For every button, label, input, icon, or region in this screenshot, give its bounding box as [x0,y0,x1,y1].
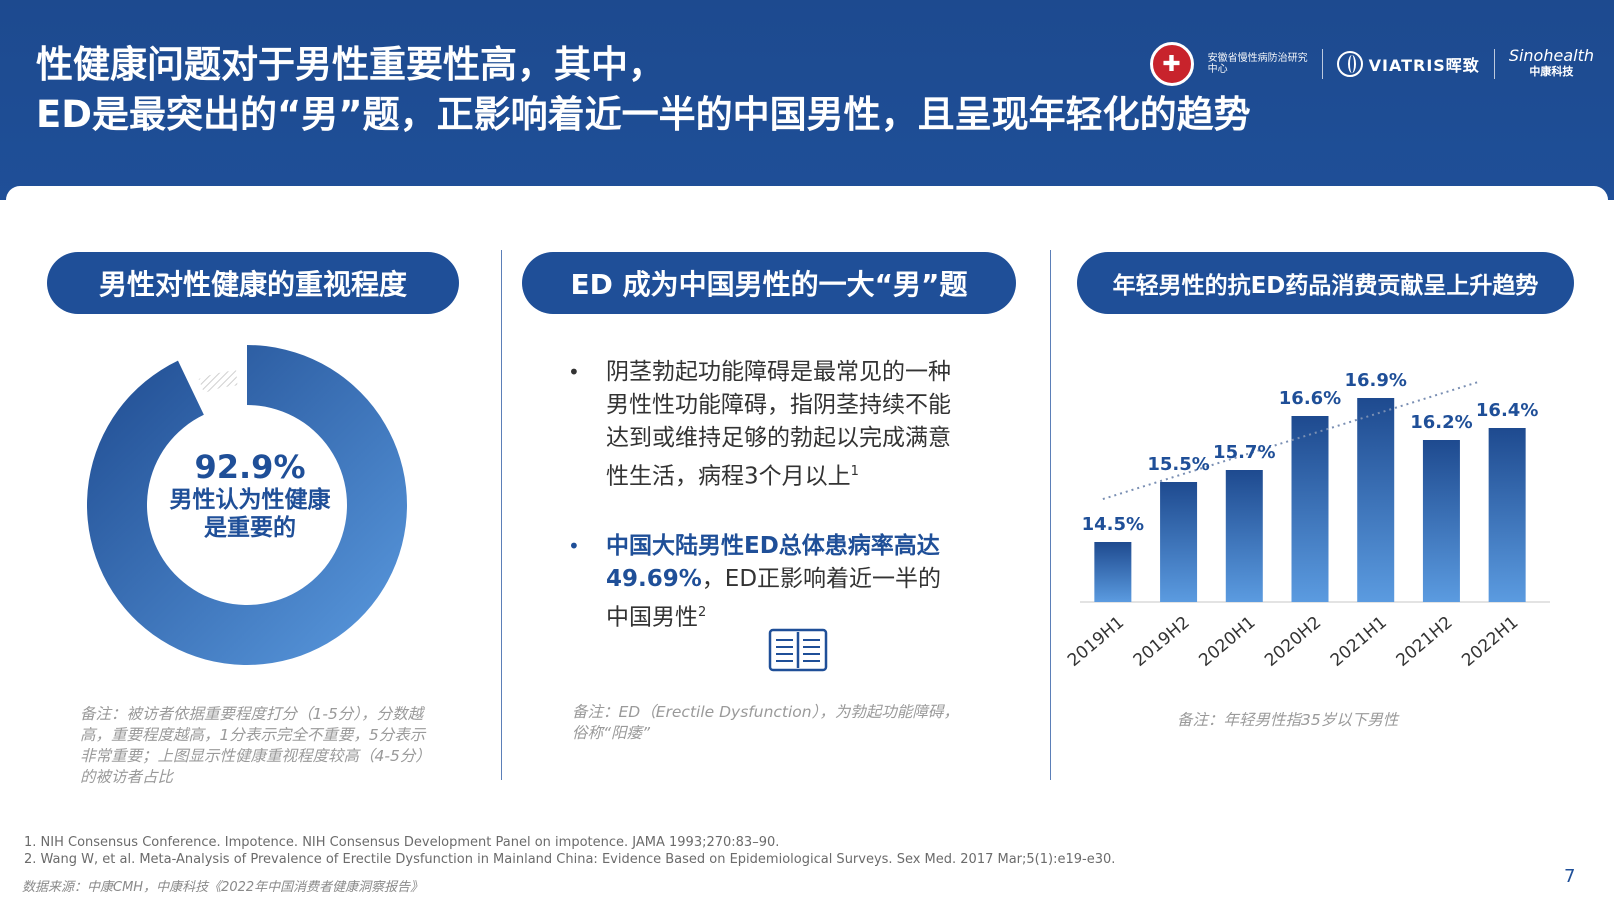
bar-2020H1 [1225,470,1263,602]
bullet-dot-icon: • [568,360,580,384]
section-pill-ed-issue: ED 成为中国男性的一大“男”题 [522,252,1016,314]
bar-2020H2 [1291,416,1329,602]
x-tick-2020H1: 2020H1 [1195,613,1259,671]
slide-title-line1: 性健康问题对于男性重要性高，其中， [36,43,665,86]
page-number: 7 [1564,866,1576,887]
bar-2021H2 [1422,440,1460,602]
bullet-ed-definition-text: 阴茎勃起功能障碍是最常见的一种男性性功能障碍，指阴茎持续不能达到或维持足够的勃起… [606,359,951,490]
reference-marker-2: 2 [698,604,707,620]
bullet-prevalence-highlight: 中国大陆男性ED总体患病率高达49.69% [606,532,940,592]
bar-2019H1 [1094,542,1132,602]
x-tick-2021H1: 2021H1 [1327,613,1391,671]
section-pill-young-trend: 年轻男性的抗ED药品消费贡献呈上升趋势 [1077,252,1574,314]
header-banner: 性健康问题对于男性重要性高，其中， ED是最突出的“男”题，正影响着近一半的中国… [0,0,1614,200]
importance-note: 备注：被访者依据重要程度打分（1-5分），分数越高，重要程度越高，1分表示完全不… [80,705,431,786]
young-men-note: 备注：年轻男性指35岁以下男性 [1177,711,1399,729]
bullet-ed-definition: • 阴茎勃起功能障碍是最常见的一种男性性功能障碍，指阴茎持续不能达到或维持足够的… [566,356,956,494]
sinohealth-logo-text: Sinohealth [1508,46,1594,65]
bar-2021H1 [1357,398,1395,602]
donut-center-label: 92.9% 男性认为性健康 是重要的 [140,448,360,542]
bullet-prevalence-text: ，ED正影响着近一半的中国男性 [606,565,942,631]
seal-logo-text: 安徽省慢性病防治研究中心 [1207,53,1308,75]
x-tick-2022H1: 2022H1 [1458,613,1522,671]
donut-caption-line2: 是重要的 [204,515,296,541]
data-label-2021H2: 16.2% [1410,412,1472,433]
column-divider [1050,250,1051,780]
x-tick-2019H1: 2019H1 [1064,613,1128,671]
data-label-2019H1: 14.5% [1082,514,1144,535]
ed-note: 备注：ED（Erectile Dysfunction），为勃起功能障碍，俗称“阳… [572,703,959,742]
bar-chart-svg: 14.5% 2019H1 15.5% 2019H2 15.7% 2020H1 16.6% 20… [1064,370,1550,671]
bullet-ed-prevalence: • 中国大陆男性ED总体患病率高达49.69%，ED正影响着近一半的中国男性2 [566,530,956,635]
reference-marker-1: 1 [850,464,859,479]
donut-remainder-segment [198,370,238,393]
donut-caption-line1: 男性认为性健康 [169,487,331,513]
bar-2019H2 [1160,482,1198,602]
data-label-2022H1: 16.4% [1476,400,1538,421]
reference-2: 2. Wang W, et al. Meta-Analysis of Preva… [24,852,1116,867]
logo-divider [1321,49,1323,79]
references: 1. NIH Consensus Conference. Impotence. … [24,834,1115,868]
x-tick-2019H2: 2019H2 [1130,613,1194,671]
sinohealth-logo: Sinohealth 中康科技 [1509,48,1594,80]
slide-title-line2: ED是最突出的“男”题，正影响着近一半的中国男性，且呈现年轻化的趋势 [36,93,1251,136]
column-divider [501,250,502,780]
donut-chart [82,340,412,670]
seal-logo-icon: ✚ [1149,42,1194,86]
book-icon [768,628,828,676]
donut-svg [86,345,407,665]
section-pill-importance: 男性对性健康的重视程度 [47,252,459,314]
viatris-logo-text: VIATRIS晖致 [1368,56,1480,75]
reference-1: 1. NIH Consensus Conference. Impotence. … [24,835,780,850]
data-label-2019H2: 15.5% [1147,454,1209,475]
sinohealth-logo-subtext: 中康科技 [1529,65,1574,78]
ed-bullets: • 阴茎勃起功能障碍是最常见的一种男性性功能障碍，指阴茎持续不能达到或维持足够的… [566,356,956,634]
data-label-2020H2: 16.6% [1279,388,1341,409]
data-label-2020H1: 15.7% [1213,442,1275,463]
logo-divider [1493,49,1495,79]
bullet-dot-icon: • [568,533,580,558]
data-label-2021H1: 16.9% [1344,370,1406,391]
bar-2022H1 [1488,428,1526,602]
x-tick-2021H2: 2021H2 [1393,613,1457,671]
viatris-logo: VIATRIS晖致 [1336,51,1480,77]
viatris-globe-icon [1336,51,1363,77]
donut-value-segment [86,345,407,665]
donut-percent-value: 92.9% [194,448,306,486]
x-tick-2020H2: 2020H2 [1261,613,1325,671]
young-men-bar-chart: 14.5% 2019H1 15.5% 2019H2 15.7% 2020H1 16.6% 20… [1060,320,1560,704]
data-source: 数据来源：中康CMH，中康科技《2022年中国消费者健康洞察报告》 [22,880,424,895]
partner-logos: ✚ 安徽省慢性病防治研究中心 VIATRIS晖致 Sinohealth 中康科技 [1149,40,1594,88]
